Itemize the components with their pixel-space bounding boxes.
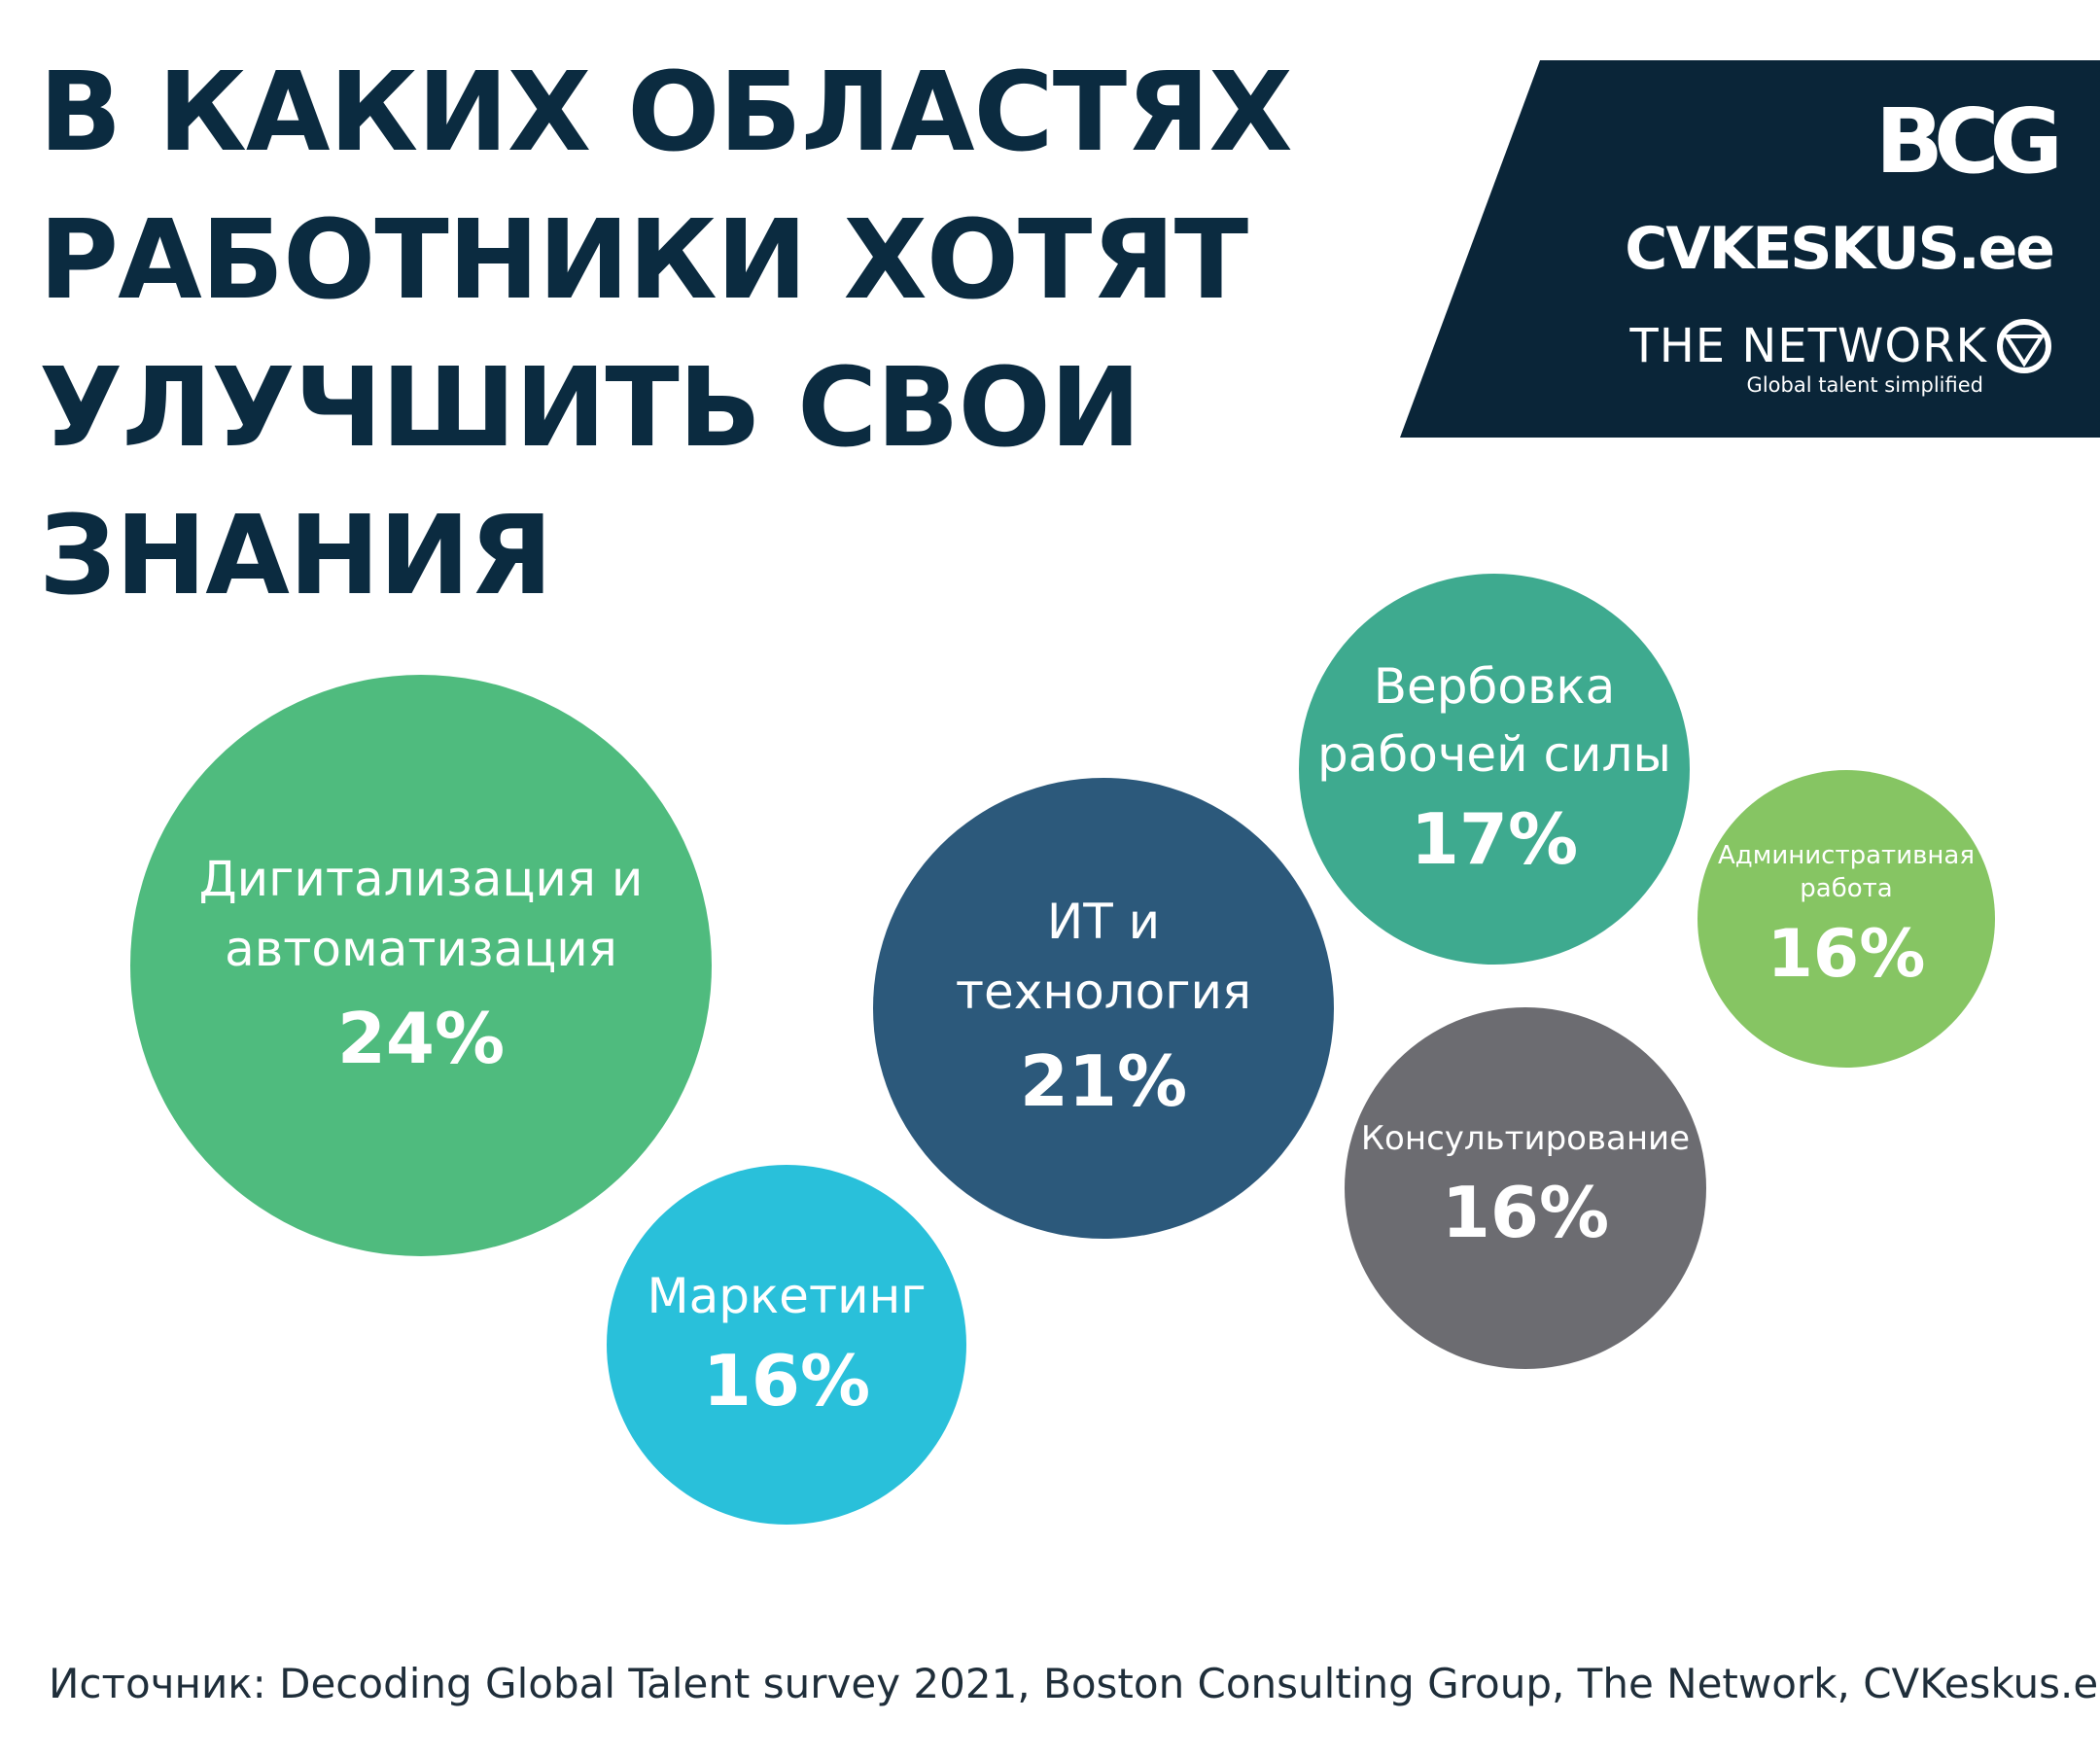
bubble-it: ИТ и технология 21% — [873, 778, 1334, 1239]
bubble-value: 24% — [336, 998, 506, 1079]
cvkeskus-logo: CVKESKUS.ee — [1625, 215, 2055, 283]
bubble-digitalization: Дигитализация и автоматизация 24% — [130, 675, 712, 1256]
network-tagline: Global talent simplified — [1746, 373, 1983, 397]
bcg-logo: BCG — [1874, 89, 2063, 193]
network-globe-icon — [1997, 319, 2051, 373]
title-line: В КАКИХ ОБЛАСТЯХ — [39, 50, 1293, 176]
bubble-value: 16% — [1767, 916, 1926, 993]
bubble-value: 17% — [1410, 798, 1579, 880]
bubble-label: Дигитализация и автоматизация — [198, 851, 644, 977]
title-line: УЛУЧШИТЬ СВОИ — [39, 345, 1141, 472]
bubble-label: ИТ и технология — [955, 894, 1252, 1020]
network-name: THE NETWORK — [1629, 319, 1987, 373]
source-note: Источник: Decoding Global Talent survey … — [49, 1660, 2100, 1707]
bubble-value: 16% — [1441, 1172, 1610, 1253]
page-title: В КАКИХ ОБЛАСТЯХ РАБОТНИКИ ХОТЯТ УЛУЧШИТ… — [39, 39, 1293, 630]
the-network-logo: THE NETWORK — [1629, 317, 2053, 375]
bubble-label: Маркетинг — [647, 1268, 927, 1324]
bubble-value: 21% — [1019, 1040, 1188, 1122]
bubble-administrative: Административная работа 16% — [1698, 770, 1995, 1068]
title-line: ЗНАНИЯ — [39, 493, 553, 619]
bubble-recruitment: Вербовка рабочей силы 17% — [1299, 574, 1690, 965]
bubble-label: Консультирование — [1360, 1119, 1691, 1158]
bubble-value: 16% — [702, 1340, 871, 1422]
bubble-consulting: Консультирование 16% — [1345, 1007, 1706, 1369]
brand-panel — [1400, 60, 2100, 438]
bubble-label: Вербовка рабочей силы — [1317, 658, 1671, 783]
bubble-label: Административная работа — [1718, 841, 1975, 903]
title-line: РАБОТНИКИ ХОТЯТ — [39, 197, 1248, 324]
bubble-marketing: Маркетинг 16% — [607, 1165, 966, 1525]
